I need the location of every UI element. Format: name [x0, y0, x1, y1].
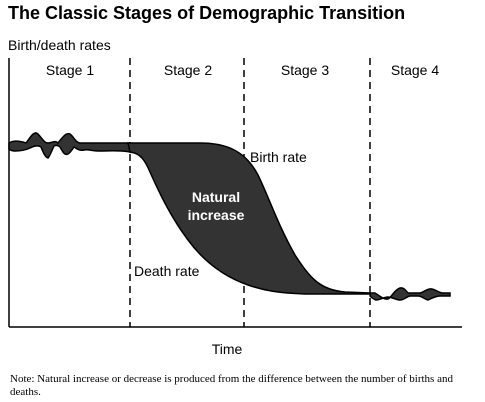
footnote: Note: Natural increase or decrease is pr… [10, 373, 453, 398]
diagram-title: The Classic Stages of Demographic Transi… [8, 3, 405, 23]
natural-increase-area [127, 142, 371, 295]
x-axis-label: Time [212, 341, 243, 357]
stage4-rates-band [369, 287, 451, 301]
stage-label-3: Stage 3 [281, 62, 329, 78]
natural-increase-label-line2: increase [188, 207, 245, 223]
death-rate-label: Death rate [134, 263, 200, 279]
stage-label-2: Stage 2 [164, 62, 212, 78]
stage-label-1: Stage 1 [46, 62, 94, 78]
stage1-rates-band [8, 132, 143, 159]
birth-rate-label: Birth rate [250, 149, 307, 165]
stage-label-4: Stage 4 [391, 62, 439, 78]
natural-increase-label-line1: Natural [192, 189, 240, 205]
y-axis-label: Birth/death rates [8, 37, 111, 53]
